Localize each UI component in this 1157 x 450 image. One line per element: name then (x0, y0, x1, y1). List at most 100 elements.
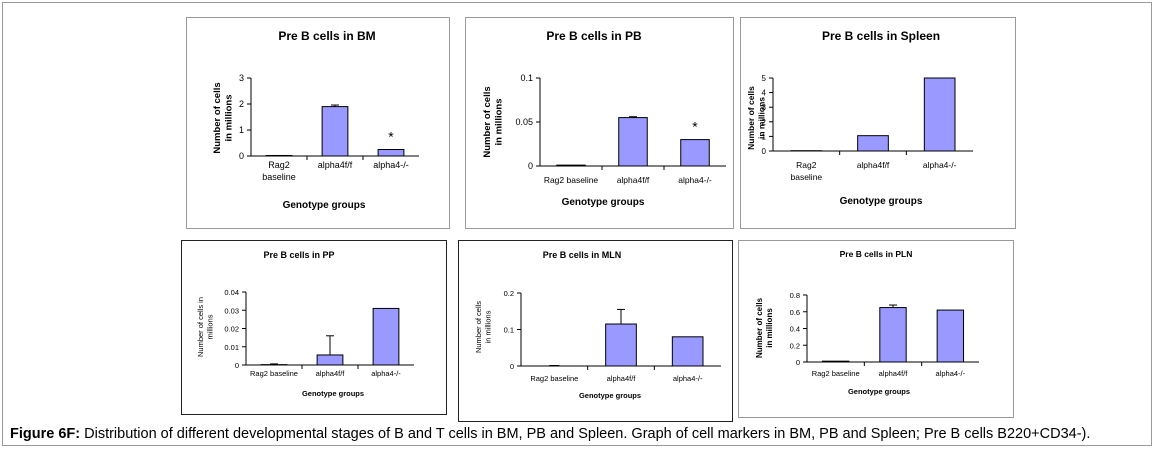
y-axis-title: Number of cells in millions (755, 297, 774, 358)
chart-panel-pb: Pre B cells in PB 0 0.05 0.1 Rag2 baseline al… (465, 17, 734, 229)
y-axis-title-line-2: in millions (484, 310, 493, 343)
bar-alpha4- (936, 309, 965, 363)
x-axis-title: Genotype groups (579, 391, 641, 400)
x-tick-label: Rag2 baseline (544, 175, 599, 185)
y-tick-label: 0.03 (224, 306, 239, 315)
bar-alpha4- (372, 307, 400, 366)
x-tick-label-continued: baseline (790, 172, 822, 182)
bar-alpha4f-f (618, 117, 648, 167)
y-tick-label: 2 (762, 118, 767, 127)
x-tick-label: alpha4f/f (607, 374, 637, 383)
bar-alpha4f-f (316, 354, 344, 366)
y-tick-label: 0 (796, 358, 800, 367)
y-tick-label: 5 (762, 74, 767, 83)
y-tick-label: 0 (762, 147, 767, 156)
y-tick-label: 0.8 (790, 291, 800, 300)
chart-pln: Pre B cells in PLN 0 0.2 0.4 0.6 0.8 Rag2 base… (755, 249, 979, 396)
chart-spleen: Pre B cells in Spleen 0 1 2 3 4 5 Rag2 baseline a… (746, 29, 973, 207)
bar-alpha4f-f (879, 307, 907, 363)
significance-marker: * (692, 119, 698, 135)
y-tick-label: 0 (528, 161, 533, 171)
chart-title: Pre B cells in BM (278, 29, 375, 43)
x-axis-title: Genotype groups (848, 387, 910, 396)
y-tick-label: 3 (762, 103, 767, 112)
y-axis-title-line-2: in millions (224, 95, 235, 142)
figure-caption: Figure 6F: Distribution of different dev… (10, 426, 1155, 442)
x-tick-label: alpha4-/- (371, 369, 401, 378)
y-axis-title-line-1: Number of cells (755, 297, 764, 358)
y-tick-label: 0.1 (520, 73, 533, 83)
x-axis-title: Genotype groups (562, 197, 645, 208)
chart-title: Pre B cells in PP (263, 250, 334, 260)
x-axis-title: Genotype groups (302, 389, 364, 398)
x-tick-label: Rag2 baseline (812, 369, 860, 378)
y-axis-title-line-1: Number of cells (746, 86, 756, 150)
y-tick-label: 0 (239, 151, 244, 161)
chart-pb: Pre B cells in PB 0 0.05 0.1 Rag2 baseline al… (482, 29, 726, 208)
y-axis-title-line-1: Number of cells (474, 301, 483, 353)
chart-title: Pre B cells in MLN (543, 250, 622, 260)
x-axis-title: Genotype groups (840, 196, 923, 207)
significance-marker: * (388, 129, 394, 145)
chart-panel-pp: Pre B cells in PP 0 0.01 0.02 0.03 0.04 Rag2 b… (181, 240, 447, 415)
y-tick-label: 3 (239, 73, 244, 83)
bar-alpha4f-f (605, 323, 637, 367)
y-tick-label: 1 (762, 132, 767, 141)
y-axis-title: Number of cells in millions (196, 297, 215, 357)
x-tick-label: alpha4-/- (923, 160, 957, 170)
x-tick-label: alpha4f/f (617, 175, 650, 185)
chart-panel-spleen: Pre B cells in Spleen 0 1 2 3 4 5 Rag2 baseline a… (740, 17, 1016, 229)
y-axis-title-line-2: in millions (765, 308, 774, 348)
y-tick-label: 0 (510, 362, 514, 371)
bar-rag2-baseline (821, 360, 850, 363)
y-axis-title: Number of cells in millions (482, 86, 505, 157)
y-tick-label: 4 (762, 89, 767, 98)
chart-title: Pre B cells in Spleen (822, 29, 940, 43)
x-axis-title: Genotype groups (283, 200, 366, 211)
y-tick-label: 0.4 (790, 325, 800, 334)
bar-alpha4f-f (321, 106, 349, 157)
x-tick-label: alpha4-/- (936, 369, 966, 378)
y-axis-title: Number of cells in millions (746, 86, 767, 150)
x-tick-label-continued: baseline (262, 172, 296, 182)
bar-alpha4- (923, 77, 956, 152)
y-tick-label: 0 (235, 361, 239, 370)
x-tick-label: Rag2 (796, 160, 817, 170)
x-tick-label: alpha4-/- (673, 374, 703, 383)
y-axis-title-line-1: Number of cells (212, 82, 223, 153)
bar-alpha4f-f (857, 135, 889, 152)
bar-alpha4- (680, 139, 710, 167)
caption-text: Distribution of different developmental … (80, 426, 1091, 442)
y-tick-label: 1 (239, 125, 244, 135)
bar-alpha4- (671, 336, 704, 367)
chart-title: Pre B cells in PLN (840, 249, 913, 259)
y-tick-label: 0.04 (224, 288, 239, 297)
bar-rag2-baseline (556, 164, 586, 167)
caption-label: Figure 6F: (10, 426, 81, 442)
x-tick-label: Rag2 baseline (250, 369, 298, 378)
y-axis-title: Number of cells in millions (212, 82, 235, 153)
chart-panel-bm: Pre B cells in BM 0 1 2 3 Rag2 baseline alpha4f… (186, 17, 450, 229)
chart-title: Pre B cells in PB (546, 29, 642, 43)
y-axis-title-line-2: in millions (494, 99, 505, 146)
x-tick-label: alpha4-/- (373, 160, 409, 170)
x-tick-label: alpha4f/f (316, 369, 346, 378)
y-axis-title-line-1: Number of cells in (196, 297, 205, 357)
chart-bm: Pre B cells in BM 0 1 2 3 Rag2 baseline alpha4f… (212, 29, 419, 211)
bar-alpha4- (377, 149, 405, 157)
y-tick-label: 0.02 (224, 325, 239, 334)
y-tick-label: 0.1 (504, 326, 514, 335)
y-tick-label: 0.2 (504, 289, 514, 298)
y-tick-label: 0.6 (790, 308, 800, 317)
x-tick-label: alpha4-/- (678, 175, 712, 185)
x-tick-label: alpha4f/f (857, 160, 890, 170)
x-tick-label: alpha4f/f (879, 369, 909, 378)
y-axis-title-line-2: in millions (757, 97, 767, 139)
y-tick-label: 0.2 (790, 341, 800, 350)
x-tick-label: Rag2 baseline (530, 374, 578, 383)
y-axis-title-line-1: Number of cells (482, 86, 493, 157)
y-tick-label: 2 (239, 99, 244, 109)
chart-mln: Pre B cells in MLN 0 0.1 0.2 Rag2 baseline al… (474, 250, 721, 400)
x-tick-label: Rag2 (268, 160, 290, 170)
